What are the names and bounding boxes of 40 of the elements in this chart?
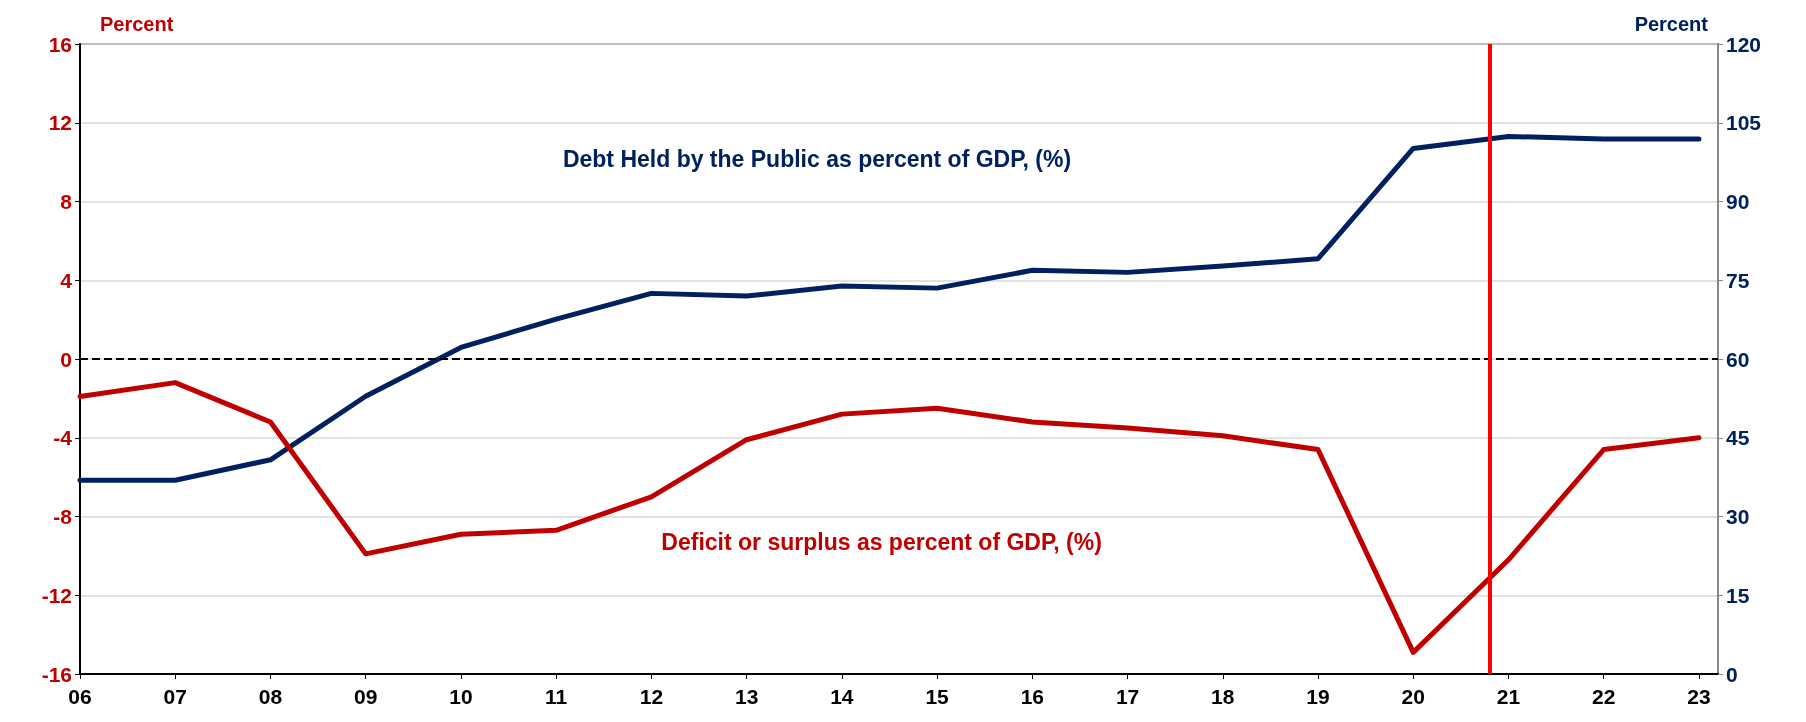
y2-axis-title: Percent — [1634, 13, 1709, 35]
x-tick-label: 20 — [1401, 685, 1425, 708]
y2-tick-label: 30 — [1726, 505, 1750, 528]
x-tick-label: 23 — [1687, 685, 1711, 708]
x-tick-label: 17 — [1115, 685, 1140, 708]
x-tick-label: 16 — [1020, 685, 1045, 708]
x-tick-label: 13 — [734, 685, 759, 708]
series-label: Deficit or surplus as percent of GDP, (%) — [661, 528, 1102, 555]
y2-tick-label: 60 — [1726, 347, 1750, 371]
x-tick-label: 08 — [258, 685, 283, 708]
y-tick-label: -8 — [53, 505, 73, 528]
y-tick-label: 12 — [48, 111, 72, 135]
x-tick-label: 07 — [163, 685, 187, 708]
x-tick-label: 12 — [639, 685, 664, 708]
y2-tick-label: 75 — [1726, 268, 1750, 292]
x-tick-label: 22 — [1592, 685, 1616, 708]
y2-tick-label: 0 — [1726, 662, 1738, 686]
x-tick-label: 14 — [830, 685, 854, 708]
x-tick-label: 18 — [1211, 685, 1235, 708]
x-tick-label: 19 — [1306, 685, 1330, 708]
y-tick-label: -16 — [41, 662, 72, 686]
y2-tick-label: 105 — [1726, 111, 1762, 135]
x-tick-label: 21 — [1496, 685, 1521, 708]
y2-tick-label: 90 — [1726, 190, 1750, 213]
y2-tick-label: 45 — [1726, 426, 1750, 450]
x-tick-label: 06 — [68, 685, 92, 708]
y-tick-label: 8 — [60, 190, 73, 213]
x-tick-label: 15 — [925, 685, 950, 708]
y2-tick-label: 120 — [1726, 32, 1762, 56]
y-axis-title: Percent — [100, 13, 174, 35]
y-tick-label: 0 — [60, 347, 72, 371]
y-tick-label: 16 — [48, 32, 72, 56]
y-tick-label: -4 — [53, 426, 73, 450]
y-tick-label: -12 — [41, 583, 72, 607]
x-tick-label: 11 — [545, 685, 568, 708]
x-tick-label: 09 — [354, 685, 378, 708]
y-tick-label: 4 — [60, 268, 73, 292]
y2-tick-label: 15 — [1726, 583, 1750, 607]
text: Debt Held by the Public as percent of GDP, (%) — [562, 145, 1072, 172]
x-tick-label: 10 — [449, 685, 473, 708]
